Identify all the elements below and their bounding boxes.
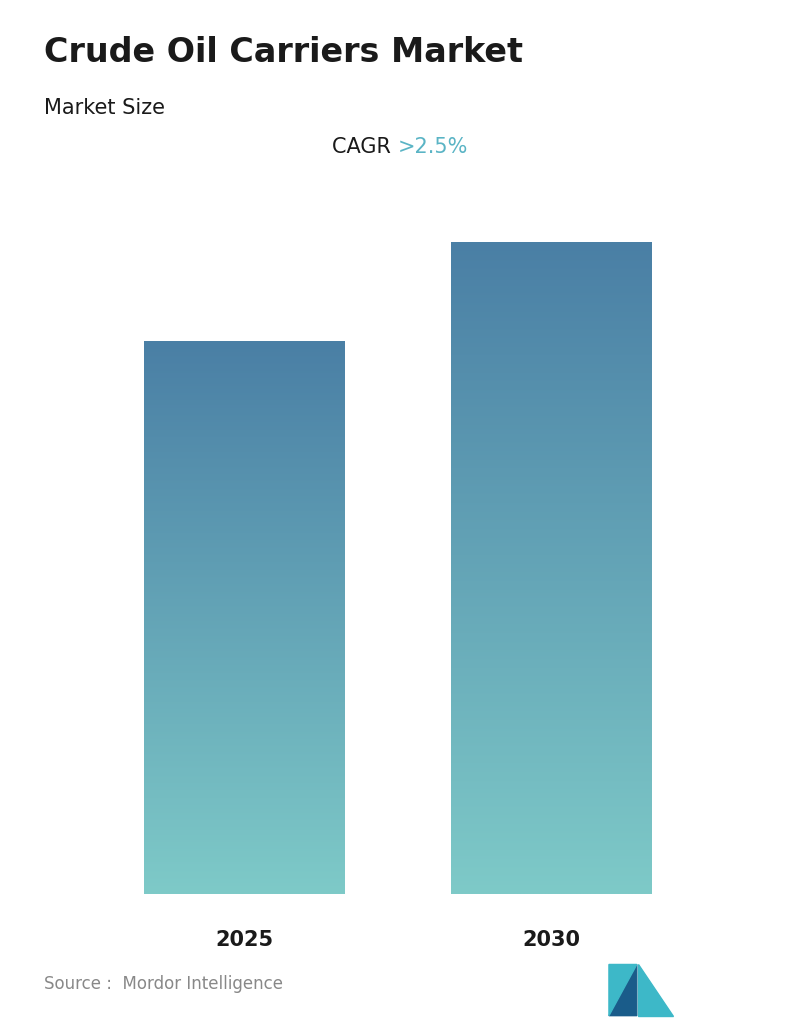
Text: Crude Oil Carriers Market: Crude Oil Carriers Market: [44, 36, 523, 69]
Text: CAGR: CAGR: [333, 136, 398, 157]
Text: >2.5%: >2.5%: [398, 136, 468, 157]
Polygon shape: [609, 965, 637, 1015]
Text: Market Size: Market Size: [44, 98, 165, 118]
Text: 2025: 2025: [215, 930, 273, 950]
Polygon shape: [609, 965, 637, 1015]
Text: Source :  Mordor Intelligence: Source : Mordor Intelligence: [44, 975, 283, 994]
Polygon shape: [638, 965, 673, 1015]
Text: 2030: 2030: [523, 930, 581, 950]
